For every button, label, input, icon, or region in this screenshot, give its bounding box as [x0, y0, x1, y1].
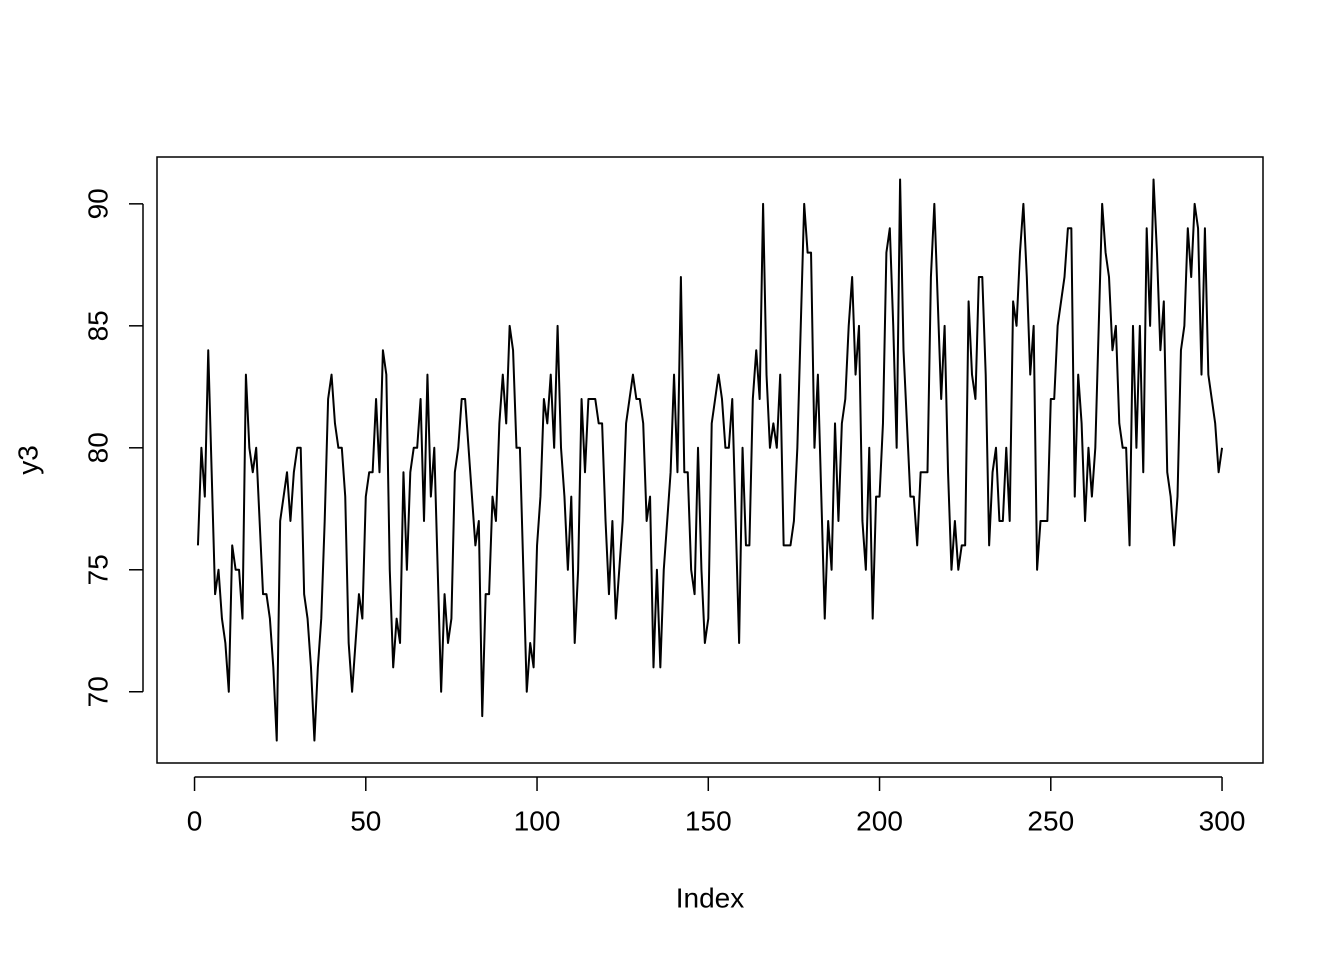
x-tick-label: 100 — [514, 805, 561, 836]
plot-box — [156, 156, 1264, 764]
y-tick-label: 70 — [82, 676, 113, 707]
x-tick-label: 250 — [1027, 805, 1074, 836]
y-tick-label: 80 — [82, 432, 113, 463]
x-tick-label: 0 — [187, 805, 203, 836]
data-line — [196, 178, 1224, 742]
x-tick-label: 150 — [685, 805, 732, 836]
x-tick-label: 50 — [350, 805, 381, 836]
x-axis-label: Index — [676, 882, 745, 913]
x-tick-label: 300 — [1199, 805, 1246, 836]
y-axis-label: y3 — [12, 445, 43, 475]
y-tick-label: 90 — [82, 188, 113, 219]
x-tick-label: 200 — [856, 805, 903, 836]
y-tick-label: 75 — [82, 554, 113, 585]
y-tick-label: 85 — [82, 310, 113, 341]
